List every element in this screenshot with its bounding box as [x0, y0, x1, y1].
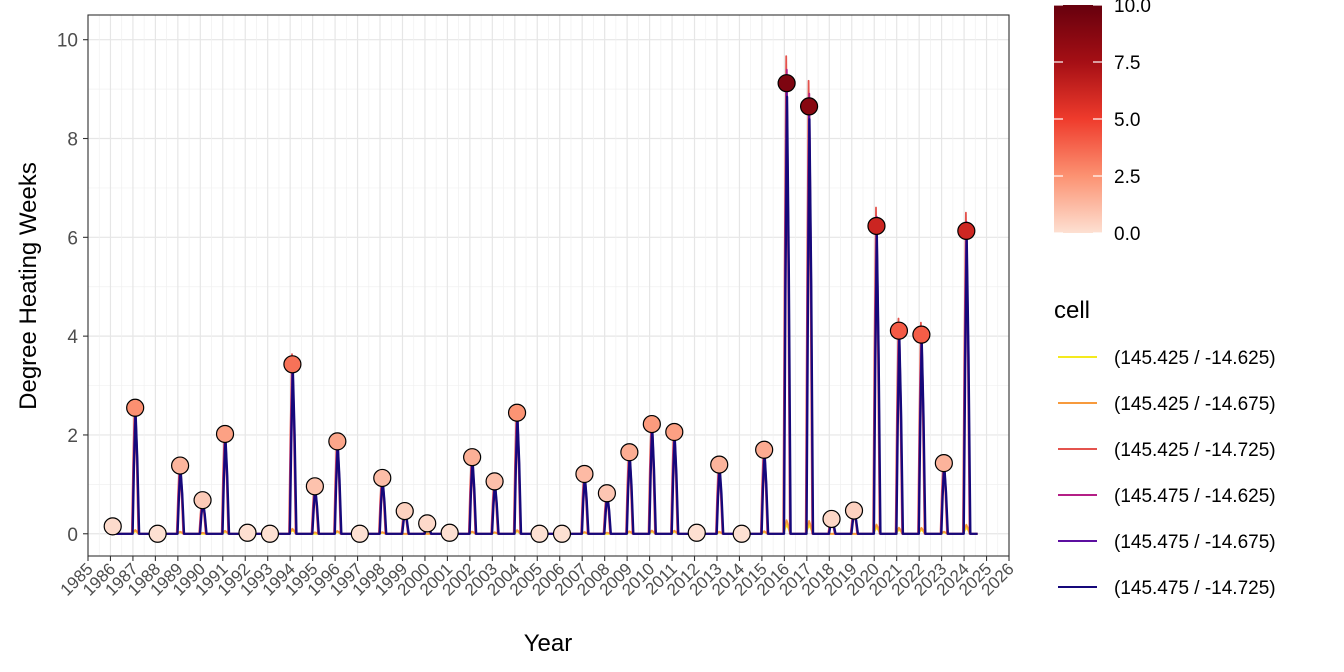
- y-tick-label: 8: [67, 130, 78, 151]
- annual-max-point: [283, 355, 302, 374]
- y-tick-label: 10: [57, 31, 78, 52]
- legend-label: (145.475 / -14.625): [1114, 486, 1276, 507]
- annual-max-point: [530, 524, 549, 543]
- y-tick-label: 6: [67, 228, 78, 249]
- annual-max-point: [103, 517, 122, 536]
- colorbar-tick-label: 0.0: [1114, 224, 1140, 245]
- y-axis-label: Degree Heating Weeks: [15, 162, 42, 410]
- annual-max-point: [844, 501, 864, 520]
- annual-max-point: [260, 524, 280, 543]
- x-axis-label: Year: [524, 630, 573, 657]
- colorbar-tick-label: 2.5: [1114, 167, 1140, 188]
- annual-max-point: [755, 440, 774, 459]
- annual-max-point: [193, 491, 212, 510]
- annual-max-points: [103, 74, 976, 543]
- annual-max-point: [215, 424, 235, 444]
- annual-max-point: [373, 468, 392, 488]
- annual-max-point: [440, 523, 459, 542]
- annual-max-point: [687, 523, 706, 542]
- annual-max-point: [463, 448, 482, 467]
- y-tick-label: 2: [67, 426, 78, 447]
- colorbar-tick-label: 7.5: [1114, 53, 1140, 74]
- annual-max-point: [171, 456, 190, 475]
- legend-label: (145.475 / -14.675): [1114, 532, 1276, 553]
- annual-max-point: [552, 524, 572, 543]
- annual-max-point: [957, 221, 976, 241]
- legend-label: (145.425 / -14.625): [1114, 348, 1276, 369]
- annual-max-point: [507, 403, 527, 422]
- annual-max-point: [328, 432, 347, 451]
- annual-max-point: [912, 325, 931, 344]
- x-axis: 1985198619871988198919901991199219931994…: [57, 556, 1018, 600]
- annual-max-point: [620, 443, 639, 462]
- y-tick-label: 0: [67, 525, 78, 546]
- annual-max-point: [395, 501, 414, 521]
- annual-max-point: [642, 414, 661, 434]
- annual-max-point: [350, 524, 369, 543]
- annual-max-point: [485, 472, 504, 491]
- annual-max-point: [148, 524, 167, 543]
- y-tick-label: 4: [67, 327, 78, 348]
- y-axis: 0 2 4 6 8 10: [57, 31, 88, 546]
- annual-max-point: [126, 398, 145, 417]
- annual-max-point: [889, 321, 909, 340]
- annual-max-point: [934, 454, 953, 473]
- legend-title: cell: [1054, 297, 1090, 324]
- legend-label: (145.475 / -14.725): [1114, 578, 1276, 599]
- annual-max-point: [305, 477, 324, 496]
- legend: cell (145.425 / -14.625) (145.425 / -14.6…: [1054, 297, 1276, 599]
- colorbar: 0.0 2.5 5.0 7.5 10.0: [1054, 0, 1151, 245]
- annual-max-point: [710, 455, 729, 474]
- colorbar-tick-label: 5.0: [1114, 110, 1140, 131]
- annual-max-point: [732, 524, 751, 543]
- annual-max-point: [238, 523, 257, 542]
- colorbar-tick-label: 10.0: [1114, 0, 1151, 17]
- annual-max-point: [777, 74, 796, 93]
- annual-max-point: [799, 97, 819, 116]
- annual-max-point: [665, 422, 684, 442]
- annual-max-point: [418, 514, 437, 533]
- annual-max-point: [575, 464, 594, 484]
- annual-max-point: [822, 509, 841, 529]
- annual-max-point: [597, 484, 617, 503]
- legend-label: (145.425 / -14.675): [1114, 394, 1276, 415]
- legend-label: (145.425 / -14.725): [1114, 440, 1276, 461]
- annual-max-point: [867, 216, 886, 236]
- plot-border: [87, 14, 1010, 557]
